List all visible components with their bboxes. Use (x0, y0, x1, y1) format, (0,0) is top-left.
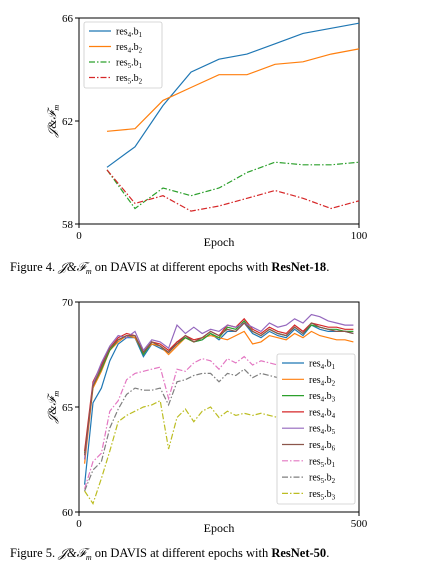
legend-label: res4.b2 (116, 42, 143, 55)
y-axis-label: 𝒥&ℱm (45, 105, 61, 138)
x-axis-label: Epoch (204, 235, 235, 249)
legend-label: res4.b4 (309, 407, 336, 420)
series-line-res4-b1 (106, 22, 360, 168)
series-line-res4-b6 (84, 322, 354, 456)
caption-end: . (326, 260, 329, 274)
legend-label: res5.b2 (116, 73, 143, 86)
x-tick-label: 500 (351, 518, 368, 530)
series-line-res4-b2 (106, 48, 360, 132)
caption-metric: 𝒥&ℱ (57, 260, 90, 274)
legend-label: res4.b5 (309, 424, 336, 437)
legend-label: res5.b1 (309, 456, 336, 469)
axis-ticks: 58 62 66 0 100 (62, 13, 368, 242)
legend-label: res4.b1 (116, 27, 143, 40)
svg-text:Figure 4. 𝒥&ℱm on DAVI: Figure 4. 𝒥&ℱm on DAVIS at different epo… (10, 260, 329, 276)
y-tick-label: 60 (62, 507, 74, 519)
y-tick-label: 70 (62, 297, 74, 309)
caption-text: on DAVIS at different epochs with (92, 260, 272, 274)
caption-text: on DAVIS at different epochs with (92, 546, 272, 560)
legend-label: res4.b2 (309, 375, 336, 388)
caption-figure-5: Figure 5. 𝒥&ℱm on DAVIS at different epo… (10, 546, 329, 562)
y-tick-label: 66 (62, 13, 74, 25)
legend-label: res5.b2 (309, 473, 336, 486)
caption-label: Figure 4. (10, 260, 55, 274)
caption-bold: ResNet-18 (271, 260, 326, 274)
x-tick-label: 0 (76, 518, 82, 530)
x-axis-label: Epoch (204, 521, 235, 535)
legend: res4.b1 res4.b2 res5.b1 res5.b2 (83, 21, 163, 89)
caption-bold: ResNet-50 (271, 546, 326, 560)
x-tick-label: 0 (76, 230, 82, 242)
caption-label: Figure 5. (10, 546, 55, 560)
chart-resnet18: 58 62 66 0 100 Epoch 𝒥&ℱm res4.b1 res4.b2 res5… (45, 13, 368, 249)
legend-label: res4.b6 (309, 440, 336, 453)
legend-label: res4.b1 (309, 359, 336, 372)
svg-text:Figure 5. 𝒥&ℱm on DAVI: Figure 5. 𝒥&ℱm on DAVIS at different epo… (10, 546, 329, 562)
x-tick-label: 100 (351, 230, 368, 242)
series-lines (106, 22, 360, 212)
caption-end: . (326, 546, 329, 560)
legend-label: res5.b3 (309, 489, 336, 502)
legend-label: res4.b3 (309, 391, 336, 404)
caption-metric: 𝒥&ℱ (57, 546, 90, 560)
caption-figure-4: Figure 4. 𝒥&ℱm on DAVIS at different epo… (10, 260, 329, 276)
y-tick-label: 65 (62, 402, 74, 414)
legend-box (276, 353, 356, 505)
axis-ticks: 60 65 70 0 500 (62, 297, 368, 530)
y-tick-label: 62 (62, 116, 73, 128)
series-line-res5-b1 (106, 161, 360, 210)
legend: res4.b1 res4.b2 res4.b3 res4.b4 res4.b5 res4.… (276, 353, 356, 505)
series-line-res5-b2 (106, 169, 360, 212)
series-lines (84, 313, 354, 505)
y-tick-label: 58 (62, 219, 74, 231)
legend-label: res5.b1 (116, 58, 143, 71)
legend-box (83, 21, 163, 89)
y-axis-label: 𝒥&ℱm (45, 391, 61, 424)
series-line-res5-b1 (84, 355, 354, 490)
